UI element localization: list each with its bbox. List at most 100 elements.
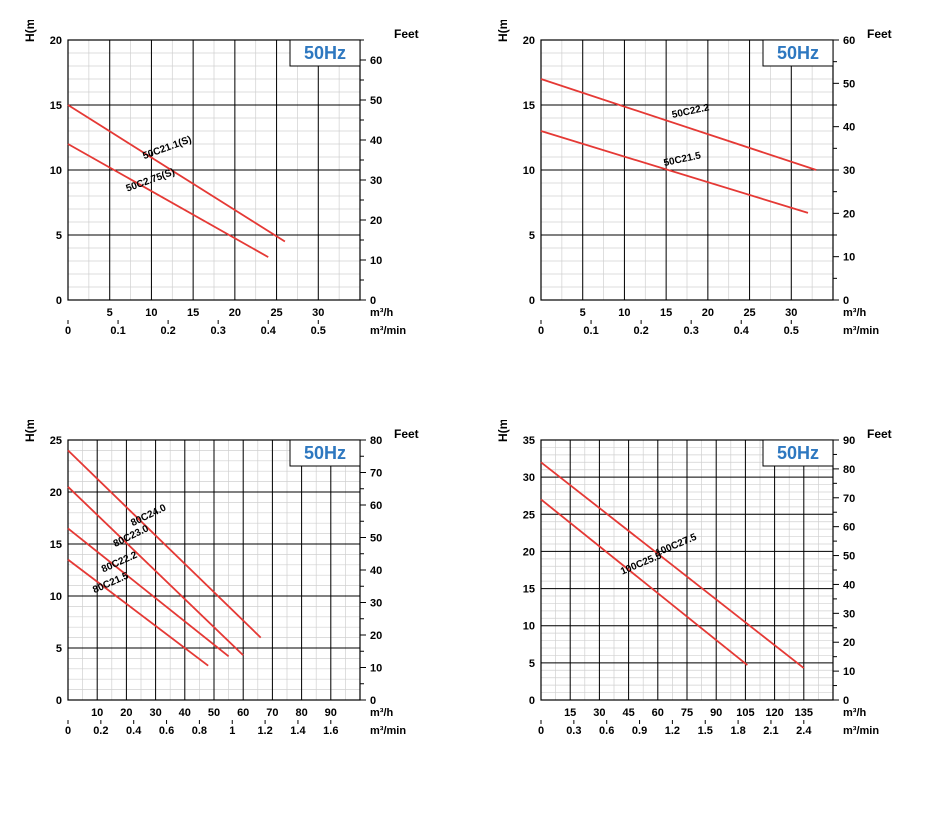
svg-text:25: 25 <box>522 509 534 521</box>
svg-text:20: 20 <box>370 630 382 642</box>
frequency-badge-label: 50Hz <box>776 43 818 63</box>
svg-text:10: 10 <box>370 255 382 267</box>
svg-text:m³/min: m³/min <box>370 325 406 337</box>
svg-text:1: 1 <box>229 725 235 737</box>
svg-text:H(m): H(m) <box>23 420 37 442</box>
svg-text:5: 5 <box>107 307 113 319</box>
svg-text:0.5: 0.5 <box>783 325 798 337</box>
svg-text:0.1: 0.1 <box>110 325 125 337</box>
svg-text:0.2: 0.2 <box>160 325 175 337</box>
svg-text:20: 20 <box>843 208 855 220</box>
svg-text:15: 15 <box>564 707 576 719</box>
svg-text:120: 120 <box>765 707 783 719</box>
svg-text:25: 25 <box>270 307 282 319</box>
svg-text:15: 15 <box>50 539 62 551</box>
svg-text:10: 10 <box>843 252 855 264</box>
svg-text:15: 15 <box>660 307 672 319</box>
svg-text:1.2: 1.2 <box>664 725 679 737</box>
svg-text:0: 0 <box>528 295 534 307</box>
svg-text:10: 10 <box>522 165 534 177</box>
svg-text:60: 60 <box>651 707 663 719</box>
svg-text:30: 30 <box>149 707 161 719</box>
svg-text:H(m): H(m) <box>496 420 510 442</box>
pump-curve-chart-4: 0510152025303501020304050607080901530456… <box>493 420 926 760</box>
svg-text:20: 20 <box>120 707 132 719</box>
svg-text:60: 60 <box>370 55 382 67</box>
svg-text:H(m): H(m) <box>23 20 37 42</box>
svg-text:10: 10 <box>370 663 382 675</box>
svg-text:1.5: 1.5 <box>697 725 712 737</box>
svg-text:0: 0 <box>65 325 71 337</box>
svg-text:0: 0 <box>56 695 62 707</box>
svg-text:0: 0 <box>537 325 543 337</box>
svg-text:70: 70 <box>266 707 278 719</box>
svg-text:5: 5 <box>56 643 62 655</box>
svg-text:m³/h: m³/h <box>370 307 394 319</box>
svg-text:m³/h: m³/h <box>370 707 394 719</box>
svg-text:2.1: 2.1 <box>763 725 778 737</box>
svg-text:60: 60 <box>843 35 855 47</box>
svg-text:10: 10 <box>618 307 630 319</box>
svg-text:40: 40 <box>843 579 855 591</box>
svg-text:0.1: 0.1 <box>583 325 598 337</box>
svg-text:15: 15 <box>187 307 199 319</box>
svg-text:Feet: Feet <box>867 427 892 441</box>
svg-text:Feet: Feet <box>867 27 892 41</box>
svg-text:75: 75 <box>680 707 692 719</box>
svg-text:10: 10 <box>91 707 103 719</box>
svg-text:0: 0 <box>537 725 543 737</box>
svg-text:20: 20 <box>701 307 713 319</box>
frequency-badge-label: 50Hz <box>304 443 346 463</box>
svg-text:0.3: 0.3 <box>683 325 698 337</box>
svg-text:30: 30 <box>312 307 324 319</box>
svg-text:50: 50 <box>843 551 855 563</box>
svg-text:m³/min: m³/min <box>843 725 879 737</box>
svg-text:20: 20 <box>522 35 534 47</box>
svg-text:20: 20 <box>843 637 855 649</box>
svg-text:0.3: 0.3 <box>566 725 581 737</box>
svg-text:0: 0 <box>56 295 62 307</box>
svg-text:25: 25 <box>743 307 755 319</box>
svg-text:80: 80 <box>843 464 855 476</box>
svg-text:80: 80 <box>370 435 382 447</box>
svg-text:70: 70 <box>370 468 382 480</box>
frequency-badge-label: 50Hz <box>304 43 346 63</box>
svg-text:5: 5 <box>528 658 534 670</box>
svg-text:40: 40 <box>370 565 382 577</box>
svg-text:25: 25 <box>50 435 62 447</box>
svg-text:20: 20 <box>370 215 382 227</box>
svg-text:30: 30 <box>843 608 855 620</box>
svg-text:20: 20 <box>50 487 62 499</box>
svg-text:m³/min: m³/min <box>370 725 406 737</box>
svg-text:30: 30 <box>370 598 382 610</box>
svg-text:0.9: 0.9 <box>631 725 646 737</box>
charts-grid: 0510152001020304050605101520253000.10.20… <box>20 20 925 760</box>
svg-text:1.2: 1.2 <box>257 725 272 737</box>
svg-text:1.8: 1.8 <box>730 725 745 737</box>
svg-text:m³/min: m³/min <box>843 325 879 337</box>
svg-text:1.4: 1.4 <box>290 725 306 737</box>
svg-text:30: 30 <box>522 472 534 484</box>
svg-text:H(m): H(m) <box>496 20 510 42</box>
svg-text:30: 30 <box>370 175 382 187</box>
svg-text:70: 70 <box>843 493 855 505</box>
svg-text:0: 0 <box>65 725 71 737</box>
svg-text:60: 60 <box>843 522 855 534</box>
svg-text:40: 40 <box>843 122 855 134</box>
svg-text:0: 0 <box>528 695 534 707</box>
svg-text:0.2: 0.2 <box>633 325 648 337</box>
pump-curve-chart-3: 0510152025010203040506070801020304050607… <box>20 420 453 760</box>
svg-text:1.6: 1.6 <box>323 725 338 737</box>
svg-text:0: 0 <box>843 295 849 307</box>
svg-text:0.4: 0.4 <box>126 725 142 737</box>
svg-text:2.4: 2.4 <box>796 725 812 737</box>
svg-text:135: 135 <box>794 707 812 719</box>
svg-text:20: 20 <box>522 546 534 558</box>
svg-text:0.6: 0.6 <box>599 725 614 737</box>
svg-text:90: 90 <box>325 707 337 719</box>
svg-text:0.8: 0.8 <box>192 725 207 737</box>
svg-text:0.2: 0.2 <box>93 725 108 737</box>
svg-text:80: 80 <box>295 707 307 719</box>
svg-text:m³/h: m³/h <box>843 707 867 719</box>
svg-text:50: 50 <box>370 533 382 545</box>
